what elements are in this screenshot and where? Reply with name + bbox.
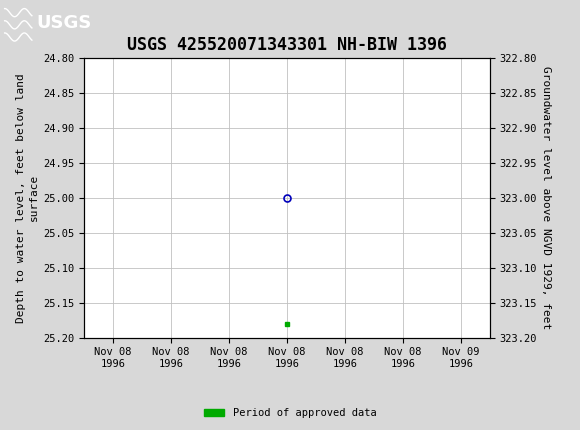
Title: USGS 425520071343301 NH-BIW 1396: USGS 425520071343301 NH-BIW 1396	[127, 36, 447, 54]
Text: USGS: USGS	[36, 14, 91, 31]
Legend: Period of approved data: Period of approved data	[200, 404, 380, 423]
Y-axis label: Groundwater level above NGVD 1929, feet: Groundwater level above NGVD 1929, feet	[541, 66, 551, 329]
Y-axis label: Depth to water level, feet below land
surface: Depth to water level, feet below land su…	[16, 73, 39, 322]
